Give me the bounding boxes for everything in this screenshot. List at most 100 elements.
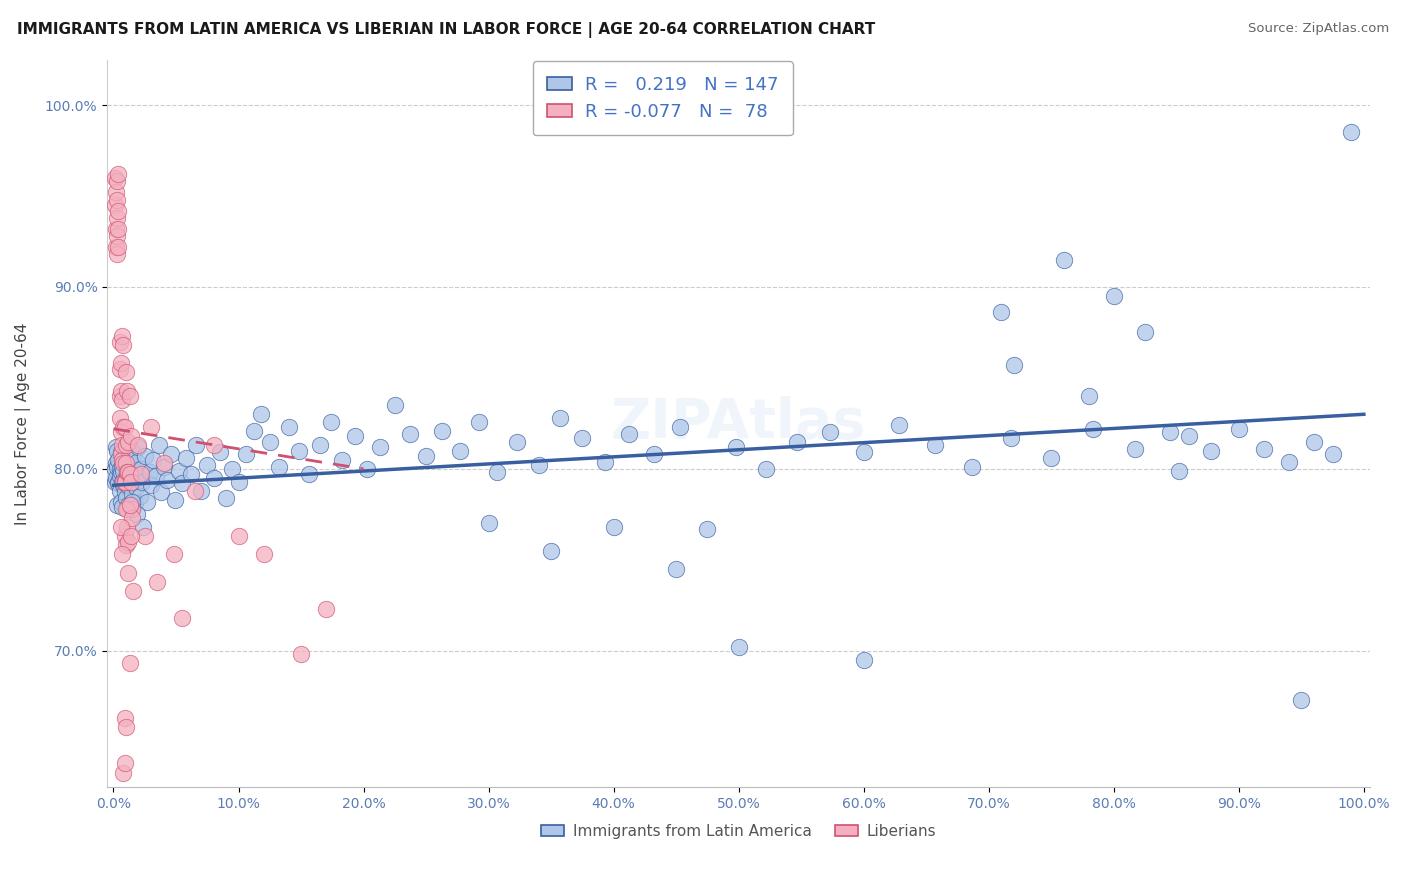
Point	[104, 440, 127, 454]
Point	[121, 494, 143, 508]
Point	[110, 445, 132, 459]
Point	[163, 492, 186, 507]
Point	[118, 498, 141, 512]
Point	[110, 494, 132, 508]
Point	[128, 438, 150, 452]
Point	[696, 522, 718, 536]
Point	[136, 494, 159, 508]
Point	[818, 425, 841, 440]
Point	[398, 427, 420, 442]
Point	[104, 170, 127, 185]
Point	[195, 458, 218, 473]
Point	[115, 720, 138, 734]
Point	[1302, 434, 1324, 449]
Point	[104, 198, 127, 212]
Point	[727, 640, 749, 654]
Point	[228, 529, 250, 543]
Point	[115, 501, 138, 516]
Point	[356, 462, 378, 476]
Point	[852, 445, 875, 459]
Point	[121, 462, 143, 476]
Point	[139, 420, 162, 434]
Point	[104, 186, 127, 200]
Point	[259, 434, 281, 449]
Point	[1253, 442, 1275, 456]
Point	[124, 496, 146, 510]
Point	[145, 469, 167, 483]
Point	[114, 485, 136, 500]
Point	[104, 471, 127, 485]
Point	[1322, 447, 1344, 461]
Point	[190, 483, 212, 498]
Point	[120, 429, 142, 443]
Point	[540, 543, 562, 558]
Point	[617, 427, 640, 442]
Point	[148, 438, 170, 452]
Point	[108, 411, 131, 425]
Point	[142, 452, 165, 467]
Point	[114, 456, 136, 470]
Point	[1102, 289, 1125, 303]
Point	[924, 438, 946, 452]
Point	[122, 447, 145, 461]
Point	[486, 466, 509, 480]
Point	[184, 483, 207, 498]
Point	[104, 456, 127, 470]
Point	[602, 520, 624, 534]
Point	[107, 240, 129, 254]
Point	[112, 478, 135, 492]
Point	[114, 711, 136, 725]
Point	[180, 467, 202, 482]
Point	[202, 471, 225, 485]
Point	[128, 489, 150, 503]
Point	[112, 464, 135, 478]
Point	[250, 407, 273, 421]
Point	[368, 440, 391, 454]
Point	[235, 447, 257, 461]
Point	[1178, 429, 1201, 443]
Point	[111, 500, 134, 514]
Point	[125, 480, 148, 494]
Point	[115, 456, 138, 470]
Point	[184, 438, 207, 452]
Point	[128, 469, 150, 483]
Point	[105, 211, 128, 225]
Point	[297, 467, 319, 482]
Point	[118, 389, 141, 403]
Legend: Immigrants from Latin America, Liberians: Immigrants from Latin America, Liberians	[534, 818, 942, 845]
Point	[107, 203, 129, 218]
Point	[115, 438, 138, 452]
Point	[111, 452, 134, 467]
Point	[117, 498, 139, 512]
Point	[121, 511, 143, 525]
Point	[1291, 693, 1313, 707]
Point	[1081, 422, 1104, 436]
Point	[115, 384, 138, 398]
Point	[111, 460, 134, 475]
Point	[343, 429, 366, 443]
Point	[129, 467, 152, 482]
Point	[127, 508, 149, 522]
Point	[110, 520, 132, 534]
Point	[117, 534, 139, 549]
Point	[125, 466, 148, 480]
Point	[112, 765, 135, 780]
Point	[105, 174, 128, 188]
Point	[114, 475, 136, 489]
Point	[1167, 464, 1189, 478]
Point	[112, 338, 135, 352]
Point	[287, 443, 309, 458]
Point	[117, 566, 139, 580]
Point	[105, 498, 128, 512]
Point	[330, 452, 353, 467]
Point	[108, 389, 131, 403]
Point	[202, 438, 225, 452]
Point	[108, 469, 131, 483]
Point	[990, 305, 1012, 319]
Point	[115, 520, 138, 534]
Point	[112, 420, 135, 434]
Point	[110, 447, 132, 461]
Point	[134, 529, 156, 543]
Point	[506, 434, 529, 449]
Point	[115, 466, 138, 480]
